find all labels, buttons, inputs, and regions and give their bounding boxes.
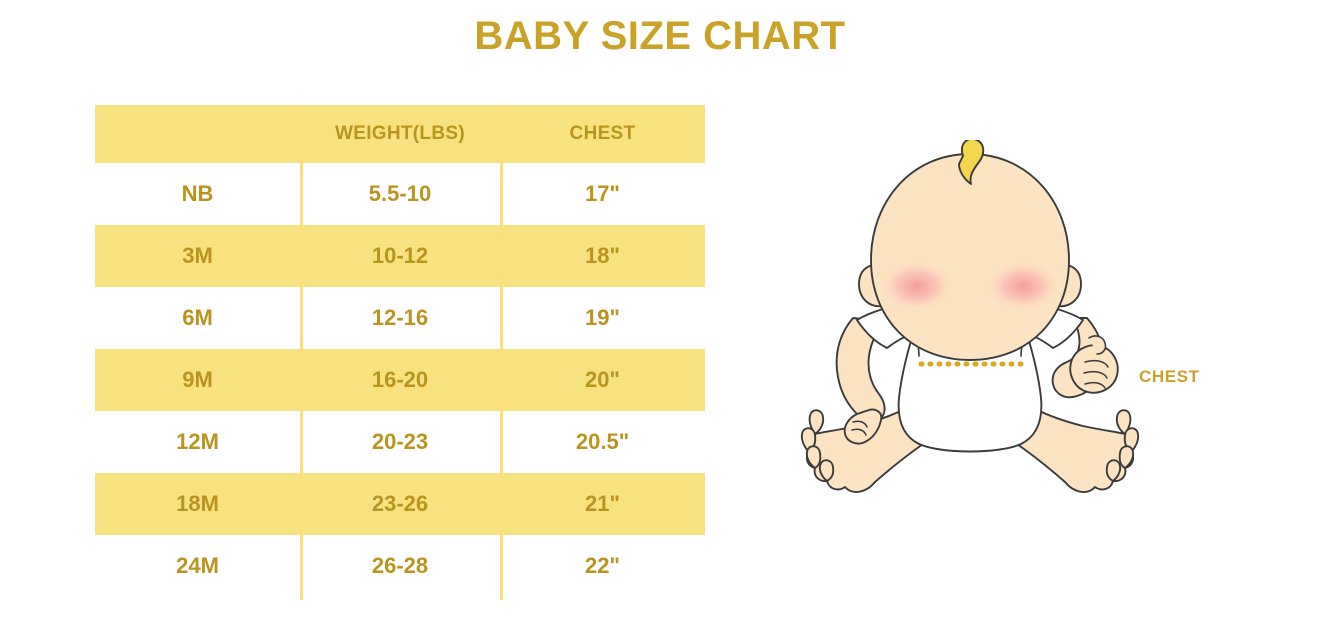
table-row: 3M 10-12 18" [95,225,705,287]
baby-hair-curl [958,138,985,185]
table-body: NB 5.5-10 17" 3M 10-12 18" 6M 12-16 19" 9M 16-20 20… [95,163,705,597]
cell-chest: 17" [585,181,620,206]
cell-chest: 20" [585,367,620,392]
zebra-band-row [95,349,705,411]
cell-weight: 20-23 [371,429,429,454]
column-divider-1 [300,105,303,600]
cell-size: 6M [182,305,213,330]
cell-chest: 22" [585,553,620,578]
zebra-band-row [95,473,705,535]
cell-chest: 20.5" [575,429,630,454]
baby-left-arm [835,317,888,445]
column-divider-2 [500,105,503,600]
cell-weight: 5.5-10 [368,181,432,206]
table-row: 12M 20-23 20.5" [95,411,705,473]
cell-size: NB [181,181,214,206]
table-row: 6M 12-16 19" [95,287,705,349]
table-row: 24M 26-28 22" [95,535,705,597]
baby-head [870,153,1070,361]
baby-left-cheek [881,261,953,311]
size-chart-table: WEIGHT(LBS) CHEST NB 5.5-10 17" 3M 10-12 18" 6… [95,105,705,600]
baby-right-arm [1051,317,1119,399]
table-header-row: WEIGHT(LBS) CHEST [95,105,705,163]
cell-size: 3M [182,243,213,268]
size-table: WEIGHT(LBS) CHEST NB 5.5-10 17" 3M 10-12 18" 6… [95,105,705,597]
baby-illustration [795,138,1145,535]
cell-weight: 26-28 [371,553,429,578]
baby-right-cheek [987,261,1059,311]
zebra-band-row [95,225,705,287]
table-header: WEIGHT(LBS) CHEST [95,105,705,163]
table-row: 9M 16-20 20" [95,349,705,411]
cell-weight: 16-20 [371,367,429,392]
cell-chest: 21" [585,491,620,516]
page-title: BABY SIZE CHART [474,14,846,58]
cell-size: 24M [176,553,219,578]
cell-weight: 23-26 [371,491,429,516]
cell-chest: 18" [585,243,620,268]
cell-chest: 19" [585,305,620,330]
header-chest: CHEST [569,123,636,144]
chest-measurement-label: CHEST [1139,367,1200,386]
header-weight: WEIGHT(LBS) [335,123,465,144]
cell-size: 9M [182,367,213,392]
cell-size: 18M [176,491,219,516]
zebra-band-header [95,105,705,163]
table-row: 18M 23-26 21" [95,473,705,535]
cell-size: 12M [176,429,219,454]
table-row: NB 5.5-10 17" [95,163,705,225]
cell-weight: 12-16 [371,305,429,330]
cell-weight: 10-12 [371,243,429,268]
header-size [95,105,300,163]
